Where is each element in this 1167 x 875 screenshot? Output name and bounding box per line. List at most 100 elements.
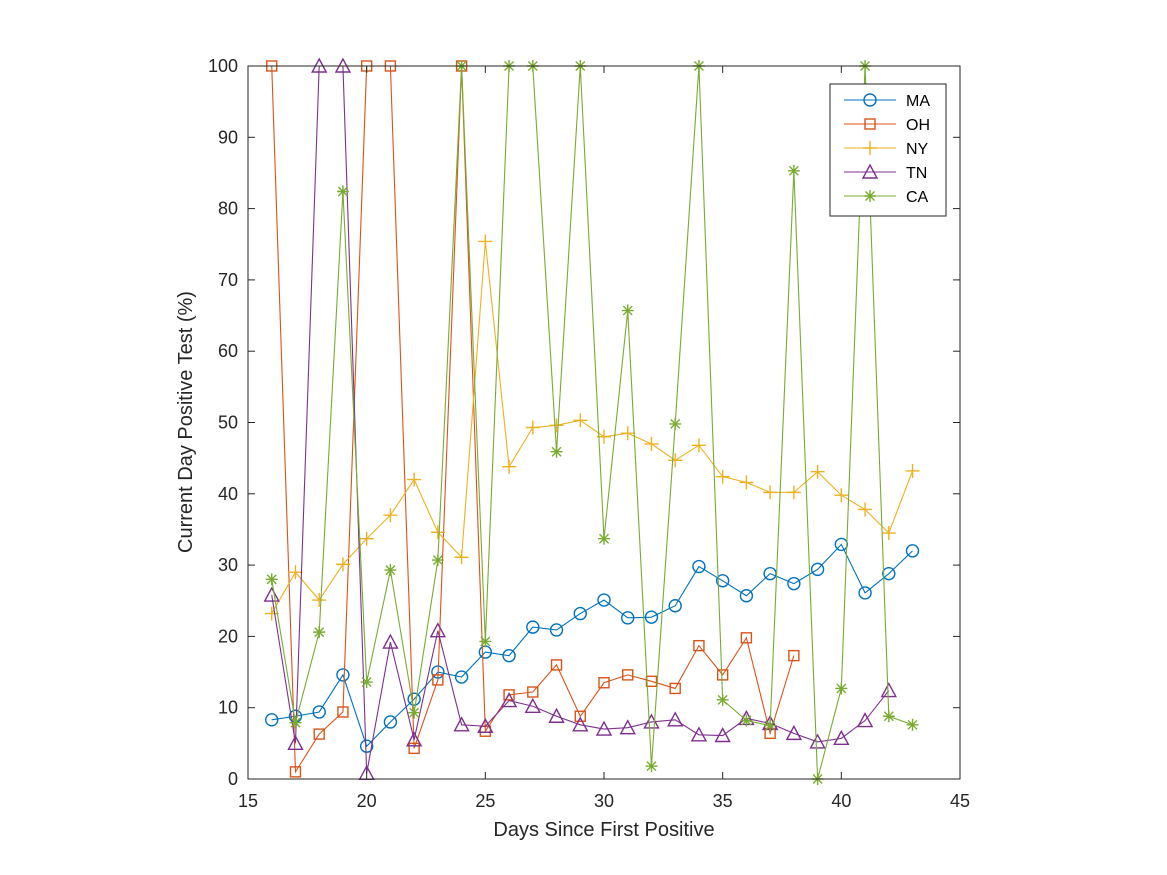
data-point-ma	[882, 566, 896, 581]
y-tick-label: 40	[218, 484, 238, 504]
data-point-oh	[788, 649, 800, 662]
legend-entry-ma: MA	[844, 93, 930, 110]
data-point-tn	[833, 729, 850, 746]
y-tick-label: 20	[218, 626, 238, 646]
data-point-oh	[574, 710, 586, 722]
y-tick-label: 0	[228, 769, 238, 789]
data-point-ca	[669, 417, 682, 430]
data-point-tn	[477, 717, 494, 733]
legend-label-ca: CA	[906, 189, 929, 206]
y-tick-label: 90	[218, 127, 238, 147]
series-line-tn	[271, 65, 890, 774]
legend-entry-oh: OH	[844, 117, 930, 134]
x-axis-label: Days Since First Positive	[493, 819, 714, 841]
series-ma	[265, 537, 920, 753]
data-point-ma	[739, 589, 754, 603]
data-point-ca	[645, 760, 658, 773]
data-point-ny	[644, 436, 659, 451]
data-point-ny	[834, 488, 849, 503]
data-point-ny	[454, 550, 469, 565]
data-point-ca	[598, 532, 610, 545]
legend-label-tn: TN	[906, 165, 927, 182]
series-line-ca	[271, 65, 913, 780]
data-point-oh	[313, 728, 325, 740]
data-point-oh	[669, 682, 681, 695]
data-point-ma	[692, 559, 706, 574]
data-point-ma	[454, 670, 469, 684]
data-point-oh	[716, 669, 729, 681]
y-axis-label: Current Day Positive Test (%)	[175, 291, 197, 553]
data-point-ma	[644, 610, 659, 624]
data-point-ma	[573, 606, 587, 621]
data-point-ma	[621, 611, 635, 625]
data-point-ny	[810, 464, 825, 479]
x-tick-label: 25	[475, 791, 495, 811]
data-point-oh	[408, 742, 420, 755]
data-point-ca	[336, 185, 349, 198]
data-point-oh	[432, 674, 444, 686]
data-point-ma	[407, 692, 421, 706]
data-point-ma	[905, 544, 920, 558]
data-point-ny	[715, 469, 730, 484]
data-point-ca	[787, 164, 800, 177]
data-point-ny	[288, 565, 303, 580]
data-point-ny	[335, 557, 350, 572]
data-point-ca	[621, 304, 634, 317]
data-point-ny	[264, 606, 279, 621]
data-point-oh	[289, 766, 302, 778]
x-tick-label: 40	[831, 791, 851, 811]
data-point-ma	[336, 668, 350, 682]
data-point-ma	[597, 593, 611, 607]
y-tick-label: 10	[218, 698, 238, 718]
data-point-tn	[595, 720, 613, 736]
data-point-ny	[739, 475, 754, 490]
data-point-ny	[905, 463, 920, 478]
data-point-ny	[525, 420, 540, 435]
data-point-tn	[785, 724, 803, 741]
legend-marker-oh	[864, 118, 876, 130]
data-point-tn	[856, 712, 874, 728]
data-point-ny	[620, 426, 635, 441]
legend-box	[829, 83, 947, 217]
data-point-tn	[572, 716, 589, 732]
data-point-tn	[880, 682, 897, 698]
data-point-ca	[265, 573, 278, 586]
data-point-oh	[598, 677, 610, 689]
x-tick-label: 45	[950, 791, 970, 811]
data-point-tn	[809, 733, 826, 749]
data-point-ma	[265, 713, 279, 727]
data-point-ny	[359, 531, 374, 546]
data-point-oh	[503, 689, 515, 701]
y-tick-label: 60	[218, 341, 238, 361]
data-point-tn	[524, 697, 541, 713]
series-layer	[263, 57, 920, 785]
data-point-ny	[383, 508, 398, 523]
data-point-tn	[548, 707, 565, 723]
data-point-ny	[549, 418, 564, 433]
series-line-ma	[271, 543, 913, 748]
y-tick-label: 100	[208, 56, 238, 76]
data-point-ca	[550, 445, 563, 458]
data-point-ca	[906, 718, 919, 731]
data-point-ma	[502, 648, 516, 663]
legend-marker-ca	[864, 190, 876, 202]
data-point-tn	[287, 734, 304, 751]
data-point-ny	[502, 459, 517, 474]
data-point-tn	[500, 692, 518, 708]
data-point-ma	[858, 586, 872, 600]
data-point-tn	[453, 716, 470, 732]
legend-label-ny: NY	[906, 141, 929, 158]
data-point-ca	[289, 716, 302, 729]
y-tick-label: 80	[218, 199, 238, 219]
data-point-ny	[881, 526, 896, 541]
data-point-oh	[527, 686, 539, 698]
data-point-ca	[716, 693, 729, 706]
legend-marker-ma	[863, 93, 877, 107]
data-point-ma	[810, 562, 825, 577]
data-point-ny	[407, 472, 422, 487]
y-tick-label: 30	[218, 555, 238, 575]
data-point-ny	[430, 525, 445, 540]
data-point-ca	[764, 719, 777, 732]
data-point-ca	[384, 564, 397, 577]
data-point-ny	[858, 502, 873, 517]
